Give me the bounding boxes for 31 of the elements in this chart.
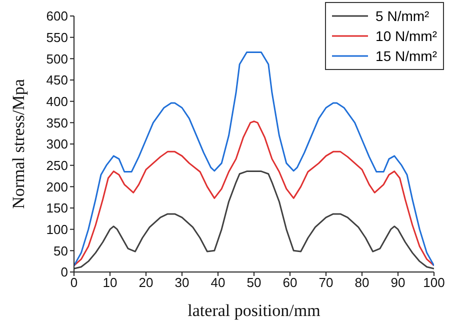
y-tick-label: 300 <box>46 136 68 152</box>
x-tick-label: 80 <box>354 275 370 290</box>
y-axis-title: Normal stress/Mpa <box>9 78 28 209</box>
line-series <box>74 120 434 266</box>
y-tick-label: 450 <box>46 72 68 88</box>
y-tick-label: 100 <box>46 222 68 237</box>
y-tick-label: 500 <box>46 51 68 66</box>
legend-label: 5 N/mm² <box>376 8 430 24</box>
y-tick-label: 200 <box>46 179 68 194</box>
x-tick-label: 0 <box>70 275 78 290</box>
legend-label: 10 N/mm² <box>376 28 437 44</box>
x-tick-label: 90 <box>390 275 406 290</box>
x-tick-label: 10 <box>102 275 118 290</box>
x-tick-label: 60 <box>282 275 298 290</box>
y-tick-label: 250 <box>46 158 68 173</box>
x-axis-title: lateral position/mm <box>188 301 320 320</box>
y-tick-label: 550 <box>46 30 68 45</box>
line-series <box>74 170 434 270</box>
x-tick-label: 70 <box>318 275 334 290</box>
y-tick-label: 600 <box>46 8 68 24</box>
y-tick-label: 150 <box>46 200 68 216</box>
y-tick-label: 350 <box>46 115 68 130</box>
x-tick-label: 40 <box>210 275 226 290</box>
y-tick-label: 50 <box>54 243 68 258</box>
y-tick-label: 0 <box>60 264 68 280</box>
x-tick-label: 30 <box>174 275 190 290</box>
x-tick-label: 100 <box>423 275 445 290</box>
x-tick-label: 20 <box>138 275 154 290</box>
legend-label: 15 N/mm² <box>376 48 437 64</box>
x-tick-label: 50 <box>246 275 262 290</box>
y-tick-label: 400 <box>46 94 68 109</box>
